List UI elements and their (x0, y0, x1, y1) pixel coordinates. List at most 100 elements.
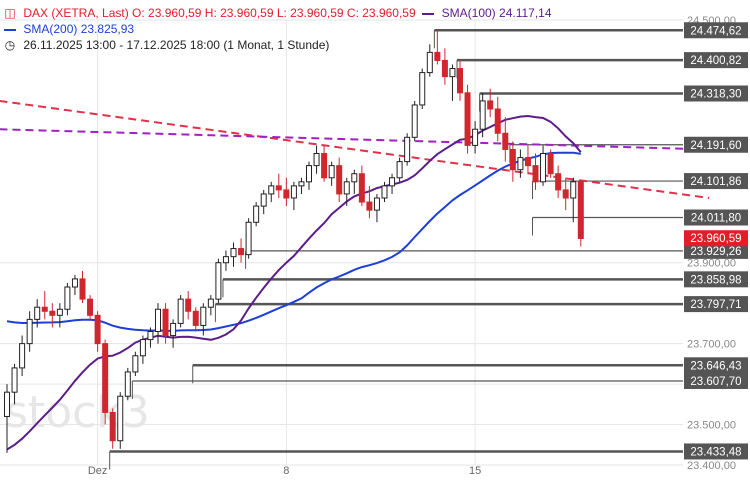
candle-body[interactable] (494, 108, 501, 134)
candle-body[interactable] (147, 331, 154, 341)
level-price-box[interactable] (684, 443, 748, 460)
candle-body[interactable] (222, 256, 229, 264)
candle-body[interactable] (124, 371, 131, 397)
candle-body[interactable] (411, 104, 418, 138)
candle-body[interactable] (555, 173, 562, 191)
candle-body[interactable] (441, 59, 448, 78)
candle-body[interactable] (389, 177, 396, 187)
candle-body[interactable] (396, 161, 403, 179)
candle-body[interactable] (336, 165, 343, 195)
sma200-line[interactable] (6, 151, 581, 332)
candle-body[interactable] (366, 201, 373, 211)
level-price-box[interactable] (684, 22, 748, 39)
candle-body[interactable] (260, 193, 267, 207)
candle-body[interactable] (170, 322, 177, 337)
candle-body[interactable] (419, 72, 426, 106)
candle-body[interactable] (577, 181, 584, 239)
candle-body[interactable] (426, 51, 433, 74)
candle-body[interactable] (19, 343, 26, 369)
candle-body[interactable] (102, 343, 109, 413)
candle-body[interactable] (41, 306, 48, 312)
candle-body[interactable] (547, 153, 554, 175)
candle-body[interactable] (479, 100, 486, 130)
candle-body[interactable] (238, 248, 245, 256)
candle-body[interactable] (109, 411, 116, 442)
level-price-box[interactable] (684, 85, 748, 102)
candle-body[interactable] (509, 148, 516, 171)
candle-body[interactable] (562, 189, 569, 199)
sma100-label[interactable]: SMA(100) (441, 6, 496, 20)
level-price-box[interactable] (684, 209, 748, 226)
candle-body[interactable] (532, 165, 539, 183)
candle-body[interactable] (283, 189, 290, 199)
candle-body[interactable] (328, 165, 335, 179)
candle-body[interactable] (34, 306, 41, 320)
candle-body[interactable] (253, 205, 260, 223)
candle-body[interactable] (540, 153, 547, 183)
candle-body[interactable] (87, 298, 94, 316)
candle-body[interactable] (155, 308, 161, 332)
candle-body[interactable] (26, 318, 33, 345)
candle-body[interactable] (570, 181, 577, 199)
clock-icon[interactable]: ◷ (4, 38, 16, 52)
candle-body[interactable] (524, 157, 531, 167)
candle-body[interactable] (200, 306, 207, 326)
candle-body[interactable] (321, 153, 328, 179)
level-price-box[interactable] (684, 173, 748, 190)
candle-body[interactable] (268, 185, 275, 195)
candle-body[interactable] (457, 68, 463, 94)
candle-body[interactable] (71, 278, 78, 288)
candle-body[interactable] (449, 68, 456, 78)
candle-body[interactable] (4, 391, 10, 417)
candle-body[interactable] (132, 355, 139, 373)
candle-body[interactable] (56, 308, 63, 316)
candle-body[interactable] (343, 181, 350, 195)
candle-body[interactable] (49, 310, 56, 316)
candle-body[interactable] (11, 367, 18, 393)
candle-body[interactable] (192, 310, 199, 326)
candle-body[interactable] (139, 339, 146, 357)
candle-body[interactable] (207, 298, 214, 308)
candle-body[interactable] (351, 173, 358, 183)
sma200-label[interactable]: SMA(200) (23, 22, 78, 36)
candle-body[interactable] (373, 197, 380, 211)
candle-body[interactable] (313, 153, 320, 167)
candle-body[interactable] (230, 248, 237, 258)
level-price-box[interactable] (684, 357, 748, 374)
level-price-box[interactable] (684, 296, 748, 313)
candle-body[interactable] (358, 173, 365, 203)
candle-body[interactable] (464, 92, 471, 146)
candle-body[interactable] (381, 185, 388, 199)
level-price-box[interactable] (684, 52, 748, 69)
candle-body[interactable] (162, 308, 169, 337)
candle-body[interactable] (64, 286, 71, 310)
candle-body[interactable] (306, 165, 312, 183)
candle-body[interactable] (245, 221, 252, 256)
candle-body[interactable] (215, 262, 222, 300)
candle-body[interactable] (177, 298, 184, 324)
candle-body[interactable] (502, 132, 509, 150)
candle-body[interactable] (94, 314, 101, 345)
level-price-box[interactable] (684, 271, 748, 288)
candle-body[interactable] (517, 157, 524, 171)
candle-body[interactable] (275, 185, 282, 191)
legend-row-instrument: ◫ DAX (XETRA, Last) O: 23.960,59 H: 23.9… (4, 5, 551, 21)
candlestick-icon[interactable]: ◫ (4, 6, 16, 20)
level-price-box[interactable] (684, 136, 748, 153)
price-tick-label: 23.700,00 (687, 339, 736, 351)
candle-body[interactable] (117, 395, 124, 442)
current-price-box[interactable] (684, 230, 748, 247)
candle-body[interactable] (404, 136, 411, 163)
candle-body[interactable] (472, 128, 479, 146)
candle-body[interactable] (434, 51, 441, 61)
level-price-box[interactable] (684, 372, 748, 389)
candle-body[interactable] (185, 298, 192, 312)
candle-body[interactable] (487, 100, 494, 110)
trend-purple-line[interactable] (0, 128, 710, 151)
level-price-box[interactable] (684, 242, 748, 259)
trend-red-line[interactable] (0, 99, 710, 199)
candle-body[interactable] (79, 278, 86, 300)
candle-body[interactable] (298, 181, 305, 187)
candle-body[interactable] (290, 185, 297, 199)
